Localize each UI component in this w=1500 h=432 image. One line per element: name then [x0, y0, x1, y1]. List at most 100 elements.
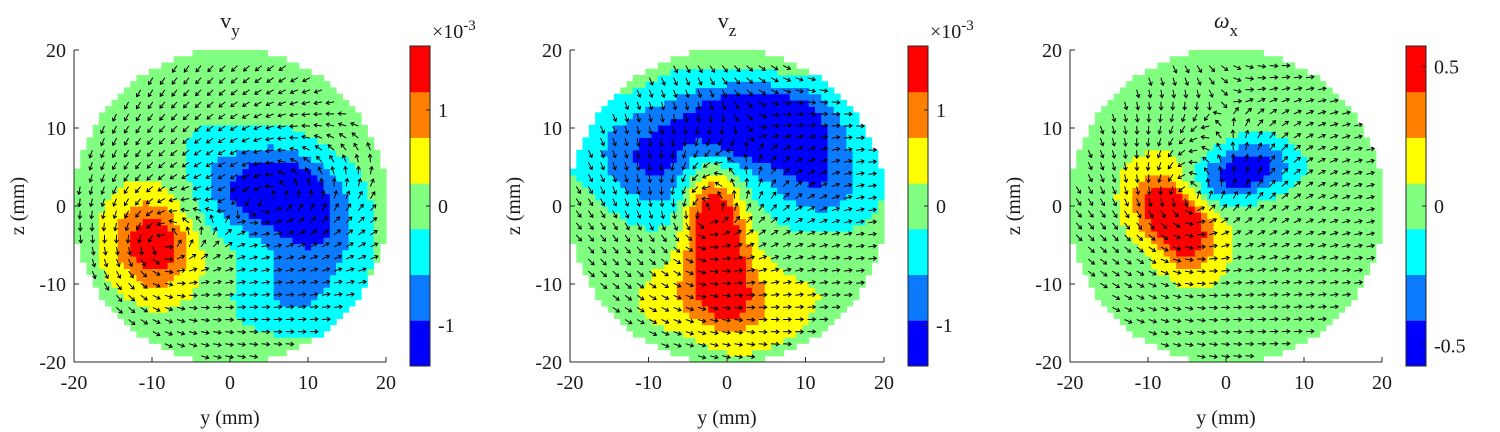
quiver-arrow — [171, 101, 178, 109]
field-cell — [142, 199, 150, 207]
field-cell — [595, 268, 602, 276]
field-cell — [292, 343, 300, 351]
field-cell — [186, 318, 194, 326]
field-cell — [117, 268, 125, 276]
field-cell — [632, 218, 640, 226]
field-cell — [651, 218, 659, 226]
field-cell — [198, 174, 206, 182]
field-cell — [279, 68, 287, 76]
field-cell — [645, 312, 653, 319]
quiver-arrow — [123, 149, 130, 158]
field-cell — [607, 255, 615, 263]
field-cell — [595, 118, 602, 126]
field-cell — [254, 237, 262, 245]
field-cell — [708, 212, 716, 220]
field-cell — [852, 174, 860, 182]
field-cell — [758, 206, 766, 213]
field-cell — [739, 50, 747, 57]
quiver-arrow — [673, 331, 682, 336]
field-cell — [148, 112, 156, 120]
field-cell — [329, 268, 337, 276]
field-cell — [130, 156, 137, 163]
field-cell — [304, 81, 312, 89]
quiver-arrow — [782, 100, 792, 106]
field-cell — [796, 268, 803, 276]
field-cell — [632, 274, 640, 282]
field-cell — [236, 56, 244, 64]
field-cell — [192, 337, 200, 344]
field-cell — [607, 212, 615, 220]
field-cell — [632, 268, 640, 276]
field-cell — [317, 230, 325, 238]
field-cell — [620, 312, 628, 319]
field-cell — [117, 99, 125, 107]
field-cell — [223, 255, 231, 263]
field-cell — [745, 299, 753, 307]
field-cell — [198, 131, 206, 138]
quiver-arrow — [746, 329, 756, 335]
field-cell — [92, 137, 100, 145]
field-cell — [601, 118, 609, 126]
field-cell — [833, 131, 841, 138]
field-cell — [298, 74, 306, 82]
field-cell — [130, 255, 137, 263]
field-cell — [733, 87, 741, 95]
field-cell — [304, 280, 312, 288]
quiver-arrow — [253, 186, 262, 192]
field-cell — [336, 168, 343, 176]
field-cell — [136, 230, 144, 238]
field-cell — [695, 156, 703, 163]
field-cell — [613, 124, 621, 132]
field-cell — [745, 324, 753, 332]
field-cell — [173, 343, 181, 351]
field-cell — [821, 249, 829, 257]
quiver-arrow — [293, 178, 299, 187]
field-cell — [695, 224, 703, 232]
quiver-arrow — [721, 216, 729, 224]
field-cell — [664, 199, 672, 207]
field-cell — [676, 312, 684, 319]
field-cell — [808, 118, 816, 126]
field-cell — [808, 156, 816, 163]
field-cell — [180, 74, 187, 82]
field-cell — [167, 324, 175, 332]
quiver-arrow — [346, 292, 355, 297]
field-cell — [111, 206, 119, 213]
field-cell — [708, 68, 716, 76]
field-cell — [808, 249, 816, 257]
field-cell — [840, 193, 847, 201]
quiver-arrow — [345, 216, 353, 224]
quiver-arrow — [600, 270, 608, 278]
field-cell — [683, 168, 690, 176]
field-cell — [770, 330, 778, 338]
quiver-arrow — [188, 267, 198, 272]
field-cell — [727, 280, 734, 288]
field-cell — [311, 230, 318, 238]
field-cell — [821, 305, 829, 313]
quiver-arrow — [795, 157, 803, 163]
field-cell — [758, 50, 766, 57]
quiver-arrow — [188, 330, 198, 336]
field-cell — [298, 162, 306, 170]
field-cell — [148, 249, 156, 257]
quiver-arrow — [673, 319, 682, 324]
field-cell — [802, 156, 810, 163]
field-cell — [607, 230, 615, 238]
field-cell — [155, 74, 162, 82]
field-cell — [98, 174, 106, 182]
field-cell — [745, 343, 753, 351]
field-cell — [777, 280, 785, 288]
field-cell — [764, 93, 772, 101]
field-cell — [236, 193, 244, 201]
field-cell — [286, 87, 293, 95]
quiver-arrow — [205, 149, 214, 156]
field-cell — [664, 137, 672, 145]
field-cell — [827, 268, 835, 276]
field-cell — [361, 268, 368, 276]
field-cell — [588, 262, 596, 269]
field-cell — [142, 324, 150, 332]
field-cell — [217, 68, 225, 76]
field-cell — [683, 287, 690, 294]
field-cell — [367, 262, 375, 269]
quiver-arrow — [370, 254, 379, 260]
